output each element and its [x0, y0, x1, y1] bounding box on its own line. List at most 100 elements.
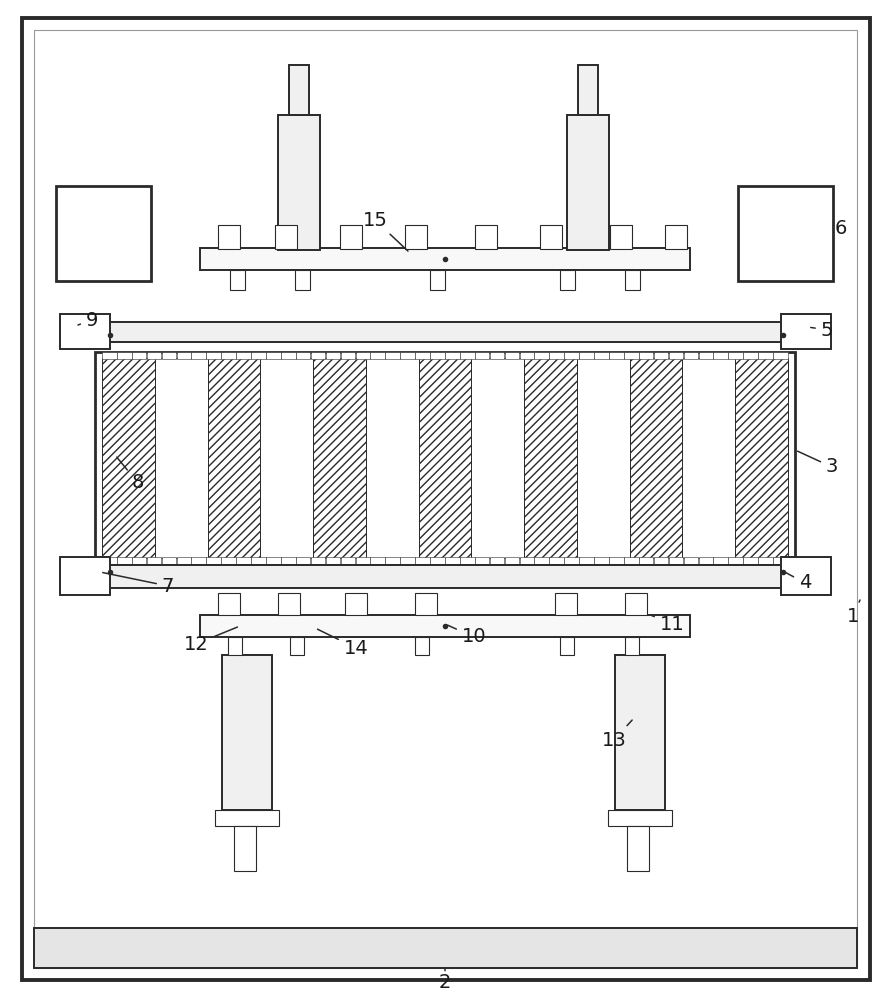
Bar — [400, 557, 415, 564]
Bar — [699, 557, 713, 564]
Text: 10: 10 — [447, 625, 486, 647]
Text: 7: 7 — [102, 573, 174, 595]
Bar — [340, 225, 362, 249]
Bar — [147, 557, 161, 564]
Bar — [699, 352, 713, 359]
Bar — [176, 352, 192, 359]
Bar — [95, 565, 795, 588]
Bar — [340, 352, 356, 359]
Bar — [624, 557, 639, 564]
Bar — [34, 928, 857, 968]
Text: 8: 8 — [117, 457, 144, 492]
Bar — [385, 352, 400, 359]
Bar — [471, 358, 524, 558]
Bar — [234, 826, 256, 871]
Bar — [567, 115, 609, 250]
Bar — [639, 557, 653, 564]
Bar — [207, 352, 221, 359]
Bar — [625, 270, 640, 290]
Bar — [102, 358, 155, 558]
Bar — [669, 352, 683, 359]
Bar — [260, 358, 313, 558]
Bar — [161, 352, 176, 359]
Bar — [176, 557, 192, 564]
Bar — [735, 358, 788, 558]
Bar — [405, 225, 427, 249]
Bar — [278, 593, 300, 615]
Bar — [615, 655, 665, 810]
Bar — [743, 352, 758, 359]
Bar — [627, 826, 649, 871]
Bar — [781, 557, 831, 595]
Bar — [251, 557, 266, 564]
Bar — [281, 352, 296, 359]
Bar — [290, 637, 304, 655]
Bar — [625, 637, 639, 655]
Bar — [490, 352, 504, 359]
Bar — [56, 186, 151, 281]
Bar — [340, 557, 356, 564]
Bar — [102, 557, 117, 564]
Bar — [625, 593, 647, 615]
Bar — [624, 352, 639, 359]
Text: 6: 6 — [835, 219, 847, 237]
Bar — [222, 655, 272, 810]
Text: 14: 14 — [317, 629, 368, 658]
Bar — [218, 225, 240, 249]
Bar — [758, 557, 772, 564]
Bar — [161, 557, 176, 564]
Bar — [430, 352, 445, 359]
Bar — [535, 352, 549, 359]
Bar — [289, 65, 309, 115]
Bar — [296, 557, 310, 564]
Bar — [311, 352, 325, 359]
Bar — [296, 352, 310, 359]
Bar — [550, 557, 564, 564]
Bar — [579, 557, 593, 564]
Bar — [221, 557, 236, 564]
Bar — [714, 352, 728, 359]
Bar — [669, 557, 683, 564]
Bar — [132, 557, 146, 564]
Bar — [200, 615, 690, 637]
Bar — [773, 557, 788, 564]
Bar — [475, 352, 489, 359]
Bar — [773, 352, 788, 359]
Bar — [326, 352, 340, 359]
Bar — [594, 352, 609, 359]
Bar — [460, 352, 475, 359]
Bar — [609, 557, 624, 564]
Bar — [281, 557, 296, 564]
Bar — [743, 557, 758, 564]
Bar — [400, 352, 415, 359]
Text: 9: 9 — [78, 310, 98, 330]
Bar — [236, 352, 251, 359]
Bar — [535, 557, 549, 564]
Bar — [564, 352, 579, 359]
Text: 4: 4 — [783, 571, 811, 592]
Bar — [683, 557, 699, 564]
Bar — [728, 352, 743, 359]
Bar — [419, 358, 471, 558]
Bar — [738, 186, 833, 281]
Bar — [504, 352, 519, 359]
Bar — [781, 314, 831, 349]
Bar — [251, 352, 266, 359]
Text: 13: 13 — [601, 720, 632, 750]
Bar — [714, 557, 728, 564]
Bar — [117, 352, 132, 359]
Bar — [519, 557, 535, 564]
Bar — [326, 557, 340, 564]
Bar — [579, 352, 593, 359]
Bar — [630, 358, 683, 558]
Bar — [95, 322, 795, 342]
Bar — [295, 270, 310, 290]
Bar — [728, 557, 743, 564]
Text: 15: 15 — [363, 211, 408, 251]
Bar — [594, 557, 609, 564]
Bar — [504, 557, 519, 564]
Bar — [415, 557, 429, 564]
Bar — [155, 358, 208, 558]
Bar — [266, 557, 281, 564]
Bar — [275, 225, 297, 249]
